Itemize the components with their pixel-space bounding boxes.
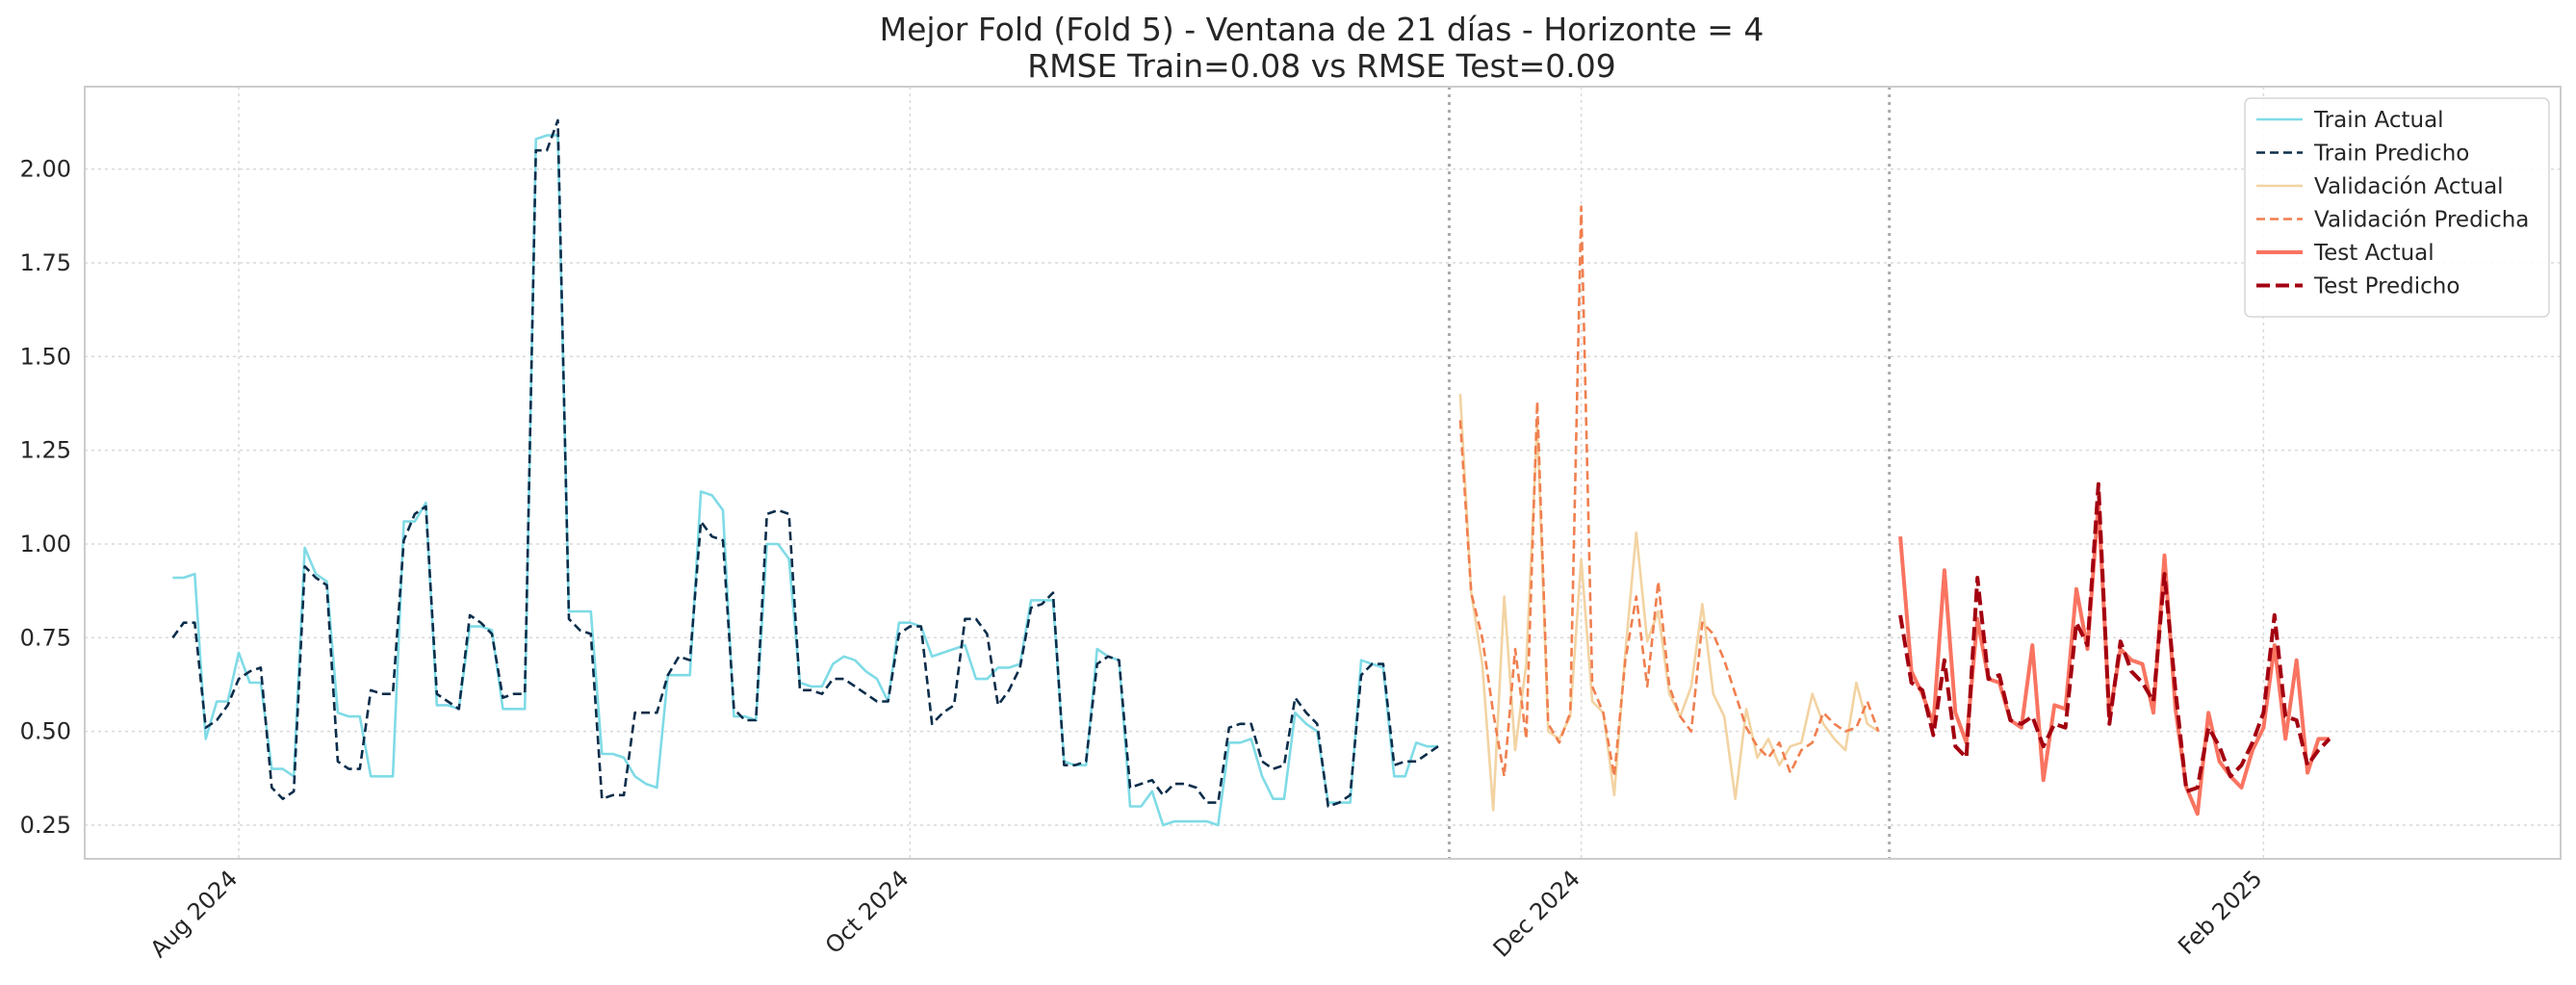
y-tick-label: 2.00	[20, 156, 71, 183]
y-tick-label: 1.50	[20, 343, 71, 370]
grid-layer	[85, 87, 2561, 859]
y-tick-label: 0.75	[20, 624, 71, 651]
y-tick-label: 1.75	[20, 249, 71, 276]
series-line-validacion-actual	[1458, 394, 1880, 812]
y-axis-ticks: 0.25 0.50 0.75 1.00 1.25 1.50 1.75 2.00	[20, 156, 71, 839]
chart-title: Mejor Fold (Fold 5) - Ventana de 21 días…	[880, 11, 1765, 48]
series-layer	[171, 118, 2331, 827]
series-line-test-predicho	[1898, 481, 2331, 793]
legend-label-validacion-actual: Validación Actual	[2314, 174, 2504, 199]
legend-label-test-predicho: Test Predicho	[2313, 274, 2460, 299]
split-markers	[1447, 87, 1892, 859]
y-tick-label: 1.00	[20, 531, 71, 557]
legend: Train Actual Train Predicho Validación Act…	[2244, 97, 2550, 318]
y-tick-label: 1.25	[20, 437, 71, 464]
legend-label-test-actual: Test Actual	[2313, 241, 2434, 266]
y-tick-label: 0.50	[20, 718, 71, 745]
series-line-train-predicho	[171, 118, 1439, 808]
legend-box	[2244, 97, 2550, 318]
y-tick-label: 0.25	[20, 812, 71, 839]
plot-area-frame	[84, 86, 2562, 860]
legend-label-train-predicho: Train Predicho	[2313, 142, 2469, 167]
legend-label-train-actual: Train Actual	[2313, 108, 2444, 133]
series-line-validacion-predicha	[1458, 205, 1880, 778]
chart-subtitle: RMSE Train=0.08 vs RMSE Test=0.09	[1027, 47, 1616, 85]
legend-label-validacion-predicha: Validación Predicha	[2314, 208, 2529, 233]
series-line-train-actual	[172, 134, 1438, 827]
